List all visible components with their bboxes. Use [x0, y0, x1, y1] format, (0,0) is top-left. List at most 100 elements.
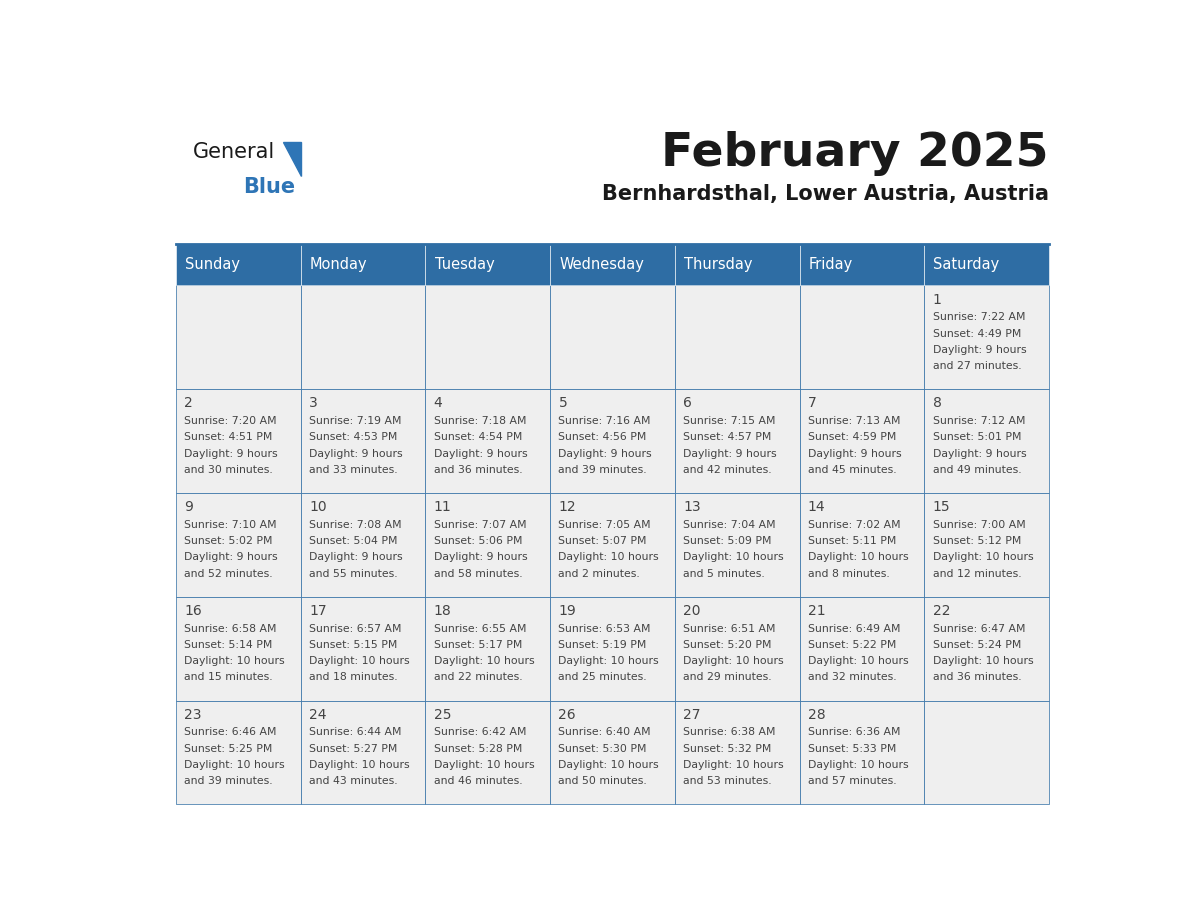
Text: 15: 15 [933, 500, 950, 514]
Text: Sunset: 5:24 PM: Sunset: 5:24 PM [933, 640, 1020, 650]
Text: Sunrise: 6:44 AM: Sunrise: 6:44 AM [309, 727, 402, 737]
Text: and 36 minutes.: and 36 minutes. [434, 465, 523, 475]
Text: and 5 minutes.: and 5 minutes. [683, 568, 765, 578]
Bar [301, 285, 425, 389]
Text: Daylight: 10 hours: Daylight: 10 hours [184, 760, 285, 770]
Text: Daylight: 10 hours: Daylight: 10 hours [933, 553, 1034, 563]
Text: Sunrise: 7:02 AM: Sunrise: 7:02 AM [808, 520, 901, 530]
Text: 18: 18 [434, 604, 451, 618]
Text: Sunrise: 7:22 AM: Sunrise: 7:22 AM [933, 312, 1025, 322]
Text: Daylight: 9 hours: Daylight: 9 hours [933, 345, 1026, 355]
Text: Sunset: 5:27 PM: Sunset: 5:27 PM [309, 744, 398, 754]
Text: and 12 minutes.: and 12 minutes. [933, 568, 1022, 578]
Text: 13: 13 [683, 500, 701, 514]
Text: Sunset: 4:57 PM: Sunset: 4:57 PM [683, 432, 771, 442]
Text: Daylight: 9 hours: Daylight: 9 hours [933, 449, 1026, 459]
Polygon shape [283, 142, 302, 176]
Text: 2: 2 [184, 397, 194, 410]
Text: 23: 23 [184, 708, 202, 722]
Bar [924, 244, 1049, 285]
Text: and 57 minutes.: and 57 minutes. [808, 776, 897, 786]
Bar [425, 285, 550, 389]
Text: and 30 minutes.: and 30 minutes. [184, 465, 273, 475]
Text: Sunset: 5:28 PM: Sunset: 5:28 PM [434, 744, 523, 754]
Text: Daylight: 10 hours: Daylight: 10 hours [683, 553, 784, 563]
Bar [800, 244, 924, 285]
Text: Sunrise: 7:08 AM: Sunrise: 7:08 AM [309, 520, 402, 530]
Bar [800, 285, 924, 389]
Text: and 36 minutes.: and 36 minutes. [933, 672, 1022, 682]
Text: Daylight: 10 hours: Daylight: 10 hours [434, 760, 535, 770]
Bar [675, 285, 800, 389]
Text: and 18 minutes.: and 18 minutes. [309, 672, 398, 682]
Text: 5: 5 [558, 397, 567, 410]
Text: Daylight: 10 hours: Daylight: 10 hours [808, 656, 909, 666]
Text: Daylight: 10 hours: Daylight: 10 hours [808, 553, 909, 563]
Text: Daylight: 10 hours: Daylight: 10 hours [558, 656, 659, 666]
Text: and 8 minutes.: and 8 minutes. [808, 568, 890, 578]
Text: 25: 25 [434, 708, 451, 722]
Text: and 15 minutes.: and 15 minutes. [184, 672, 273, 682]
Bar [675, 493, 800, 597]
Bar [301, 597, 425, 700]
Text: Sunrise: 6:40 AM: Sunrise: 6:40 AM [558, 727, 651, 737]
Text: Sunset: 5:15 PM: Sunset: 5:15 PM [309, 640, 398, 650]
Text: Sunset: 5:20 PM: Sunset: 5:20 PM [683, 640, 772, 650]
Text: 22: 22 [933, 604, 950, 618]
Text: and 43 minutes.: and 43 minutes. [309, 776, 398, 786]
Bar [425, 244, 550, 285]
Text: 26: 26 [558, 708, 576, 722]
Text: Sunset: 5:14 PM: Sunset: 5:14 PM [184, 640, 273, 650]
Text: Sunrise: 6:55 AM: Sunrise: 6:55 AM [434, 623, 526, 633]
Text: 3: 3 [309, 397, 318, 410]
Text: Daylight: 10 hours: Daylight: 10 hours [558, 760, 659, 770]
Text: Sunday: Sunday [185, 257, 240, 273]
Text: and 52 minutes.: and 52 minutes. [184, 568, 273, 578]
Text: Daylight: 10 hours: Daylight: 10 hours [683, 656, 784, 666]
Text: Daylight: 9 hours: Daylight: 9 hours [184, 553, 278, 563]
Bar [425, 493, 550, 597]
Text: Sunset: 5:06 PM: Sunset: 5:06 PM [434, 536, 523, 546]
Text: Sunset: 4:59 PM: Sunset: 4:59 PM [808, 432, 896, 442]
Text: and 32 minutes.: and 32 minutes. [808, 672, 897, 682]
Text: 1: 1 [933, 293, 941, 307]
Bar [176, 244, 301, 285]
Text: and 22 minutes.: and 22 minutes. [434, 672, 523, 682]
Text: Daylight: 9 hours: Daylight: 9 hours [309, 553, 403, 563]
Bar [800, 597, 924, 700]
Text: Sunrise: 6:46 AM: Sunrise: 6:46 AM [184, 727, 277, 737]
Text: Sunrise: 6:58 AM: Sunrise: 6:58 AM [184, 623, 277, 633]
Text: Sunrise: 6:53 AM: Sunrise: 6:53 AM [558, 623, 651, 633]
Bar [800, 700, 924, 804]
Text: Wednesday: Wednesday [560, 257, 644, 273]
Text: Sunrise: 7:19 AM: Sunrise: 7:19 AM [309, 416, 402, 426]
Text: Sunrise: 7:05 AM: Sunrise: 7:05 AM [558, 520, 651, 530]
Text: Sunset: 5:02 PM: Sunset: 5:02 PM [184, 536, 273, 546]
Bar [176, 597, 301, 700]
Text: Daylight: 10 hours: Daylight: 10 hours [184, 656, 285, 666]
Text: Sunset: 5:17 PM: Sunset: 5:17 PM [434, 640, 523, 650]
Bar [176, 700, 301, 804]
Bar [675, 597, 800, 700]
Bar [425, 700, 550, 804]
Text: 8: 8 [933, 397, 941, 410]
Bar [550, 493, 675, 597]
Text: Sunset: 5:30 PM: Sunset: 5:30 PM [558, 744, 647, 754]
Text: 24: 24 [309, 708, 327, 722]
Text: Sunset: 5:07 PM: Sunset: 5:07 PM [558, 536, 647, 546]
Bar [675, 244, 800, 285]
Text: Daylight: 9 hours: Daylight: 9 hours [683, 449, 777, 459]
Bar [675, 389, 800, 493]
Text: Daylight: 10 hours: Daylight: 10 hours [309, 760, 410, 770]
Text: Sunrise: 7:12 AM: Sunrise: 7:12 AM [933, 416, 1025, 426]
Text: 21: 21 [808, 604, 826, 618]
Bar [924, 597, 1049, 700]
Text: Daylight: 9 hours: Daylight: 9 hours [434, 449, 527, 459]
Text: 11: 11 [434, 500, 451, 514]
Text: Sunset: 5:01 PM: Sunset: 5:01 PM [933, 432, 1020, 442]
Text: Sunset: 4:53 PM: Sunset: 4:53 PM [309, 432, 398, 442]
Text: Thursday: Thursday [684, 257, 752, 273]
Text: Blue: Blue [244, 177, 296, 197]
Text: Sunrise: 6:38 AM: Sunrise: 6:38 AM [683, 727, 776, 737]
Text: and 49 minutes.: and 49 minutes. [933, 465, 1022, 475]
